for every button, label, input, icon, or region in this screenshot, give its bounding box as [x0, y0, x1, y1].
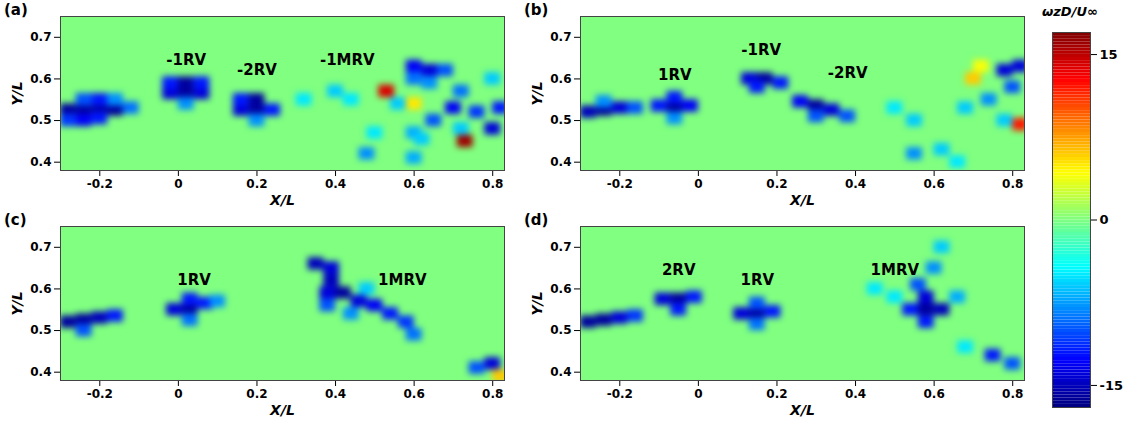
- svg-text:0.4: 0.4: [845, 387, 866, 401]
- svg-text:0: 0: [174, 387, 182, 401]
- svg-text:-2RV: -2RV: [828, 63, 868, 81]
- svg-text:0.6: 0.6: [30, 282, 51, 296]
- svg-text:0.4: 0.4: [30, 155, 51, 169]
- svg-text:0.8: 0.8: [1002, 387, 1023, 401]
- svg-text:0.5: 0.5: [550, 323, 571, 337]
- svg-text:0.5: 0.5: [30, 113, 51, 127]
- svg-text:0: 0: [694, 387, 702, 401]
- svg-text:Y/L: Y/L: [9, 81, 25, 105]
- svg-text:0.4: 0.4: [550, 155, 571, 169]
- svg-text:0: 0: [694, 177, 702, 191]
- svg-text:0: 0: [1100, 212, 1109, 227]
- svg-text:0.8: 0.8: [1002, 177, 1023, 191]
- svg-text:0.6: 0.6: [30, 72, 51, 86]
- svg-text:0.2: 0.2: [246, 387, 267, 401]
- svg-text:15: 15: [1100, 47, 1118, 62]
- svg-text:0.6: 0.6: [923, 177, 944, 191]
- svg-text:0.4: 0.4: [30, 365, 51, 379]
- html-text:(a): (a): [4, 1, 28, 19]
- svg-text:-0.2: -0.2: [87, 387, 113, 401]
- svg-text:0.6: 0.6: [923, 387, 944, 401]
- svg-text:0.8: 0.8: [482, 387, 503, 401]
- svg-text:X/L: X/L: [789, 192, 815, 208]
- svg-text:1RV: 1RV: [658, 66, 692, 84]
- svg-text:-1RV: -1RV: [166, 51, 206, 69]
- svg-text:0.7: 0.7: [550, 240, 571, 254]
- svg-text:0.6: 0.6: [403, 177, 424, 191]
- svg-text:0.2: 0.2: [766, 387, 787, 401]
- svg-text:X/L: X/L: [269, 192, 295, 208]
- svg-text:0.4: 0.4: [325, 387, 346, 401]
- svg-text:1RV: 1RV: [177, 271, 211, 289]
- svg-text:-2RV: -2RV: [237, 61, 277, 79]
- svg-text:Y/L: Y/L: [529, 81, 545, 105]
- svg-text:1MRV: 1MRV: [871, 261, 920, 279]
- svg-text:X/L: X/L: [789, 402, 815, 418]
- svg-text:0.6: 0.6: [550, 282, 571, 296]
- svg-text:0.2: 0.2: [246, 177, 267, 191]
- svg-text:0.6: 0.6: [403, 387, 424, 401]
- svg-text:-0.2: -0.2: [87, 177, 113, 191]
- svg-text:0.5: 0.5: [30, 323, 51, 337]
- svg-text:0.8: 0.8: [482, 177, 503, 191]
- html-text:(d): (d): [524, 211, 549, 229]
- svg-text:0.5: 0.5: [550, 113, 571, 127]
- svg-text:-15: -15: [1100, 378, 1124, 393]
- svg-text:Y/L: Y/L: [529, 291, 545, 315]
- svg-text:1MRV: 1MRV: [378, 271, 427, 289]
- svg-text:0.6: 0.6: [550, 72, 571, 86]
- svg-text:0.4: 0.4: [325, 177, 346, 191]
- html-text:ωzD/U∞: ωzD/U∞: [1042, 4, 1098, 19]
- svg-text:1RV: 1RV: [741, 271, 775, 289]
- svg-text:-0.2: -0.2: [607, 177, 633, 191]
- svg-text:0.4: 0.4: [845, 177, 866, 191]
- svg-text:2RV: 2RV: [662, 261, 696, 279]
- svg-text:0.7: 0.7: [30, 240, 51, 254]
- svg-text:0: 0: [174, 177, 182, 191]
- html-text:(c): (c): [4, 211, 27, 229]
- svg-text:-1RV: -1RV: [741, 41, 781, 59]
- svg-text:0.4: 0.4: [550, 365, 571, 379]
- svg-text:-0.2: -0.2: [607, 387, 633, 401]
- svg-text:0.7: 0.7: [30, 30, 51, 44]
- html-text:(b): (b): [524, 1, 549, 19]
- svg-text:0.7: 0.7: [550, 30, 571, 44]
- svg-text:X/L: X/L: [269, 402, 295, 418]
- svg-text:0.2: 0.2: [766, 177, 787, 191]
- svg-text:-1MRV: -1MRV: [320, 51, 375, 69]
- svg-text:Y/L: Y/L: [9, 291, 25, 315]
